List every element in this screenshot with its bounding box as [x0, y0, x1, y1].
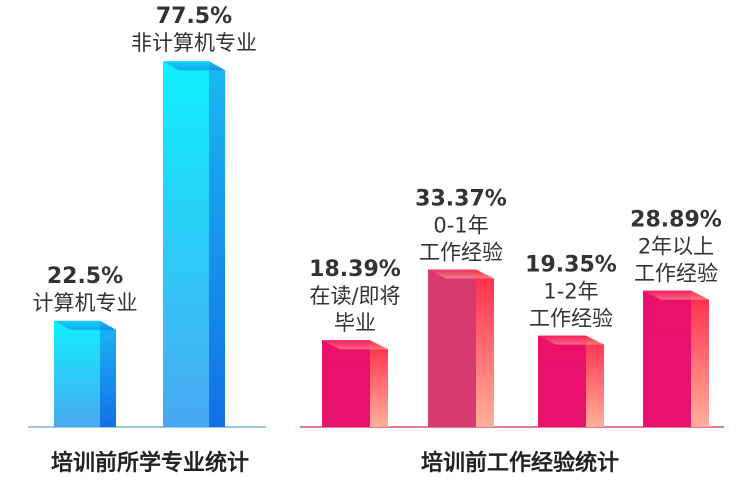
- bar-top: [322, 340, 388, 350]
- category-label: 在读/即将: [309, 284, 400, 308]
- bar-front: [538, 335, 586, 427]
- bar-front: [163, 61, 209, 427]
- category-label: 工作经验: [419, 240, 503, 264]
- category-label: 计算机专业: [33, 291, 138, 315]
- bar-side: [691, 290, 709, 427]
- bars-experience: 18.39%在读/即将毕业33.37%0-1年工作经验19.35%1-2年工作经…: [309, 186, 722, 427]
- chart-title-experience: 培训前工作经验统计: [421, 450, 619, 476]
- data-label: 77.5%: [156, 4, 232, 29]
- data-label: 28.89%: [630, 208, 722, 233]
- bar-side: [209, 61, 225, 427]
- bar-side: [476, 269, 494, 427]
- category-label: 1-2年: [543, 280, 598, 304]
- category-label: 工作经验: [529, 307, 613, 331]
- data-label: 33.37%: [415, 186, 507, 211]
- chart-title-major: 培训前所学专业统计: [51, 450, 249, 476]
- bar-0: 22.5%计算机专业: [33, 264, 138, 427]
- data-label: 22.5%: [47, 264, 123, 289]
- bar-front: [54, 320, 100, 427]
- bar-front: [643, 290, 691, 427]
- category-label: 0-1年: [433, 213, 488, 237]
- category-label: 2年以上: [638, 235, 714, 259]
- category-label: 毕业: [334, 311, 376, 335]
- bar-top: [428, 269, 494, 279]
- category-label: 工作经验: [634, 262, 718, 286]
- bar-top: [643, 290, 709, 300]
- bar-front: [428, 269, 476, 427]
- data-label: 18.39%: [309, 257, 401, 282]
- bar-top: [54, 320, 116, 330]
- bar-side: [586, 335, 604, 427]
- bar-front: [322, 340, 370, 427]
- bar-side: [370, 340, 388, 427]
- bar-1: 77.5%非计算机专业: [131, 4, 257, 427]
- bar-top: [538, 335, 604, 345]
- category-label: 非计算机专业: [131, 31, 257, 55]
- bar-side: [100, 320, 116, 427]
- data-label: 19.35%: [525, 253, 617, 278]
- bar-top: [163, 61, 225, 71]
